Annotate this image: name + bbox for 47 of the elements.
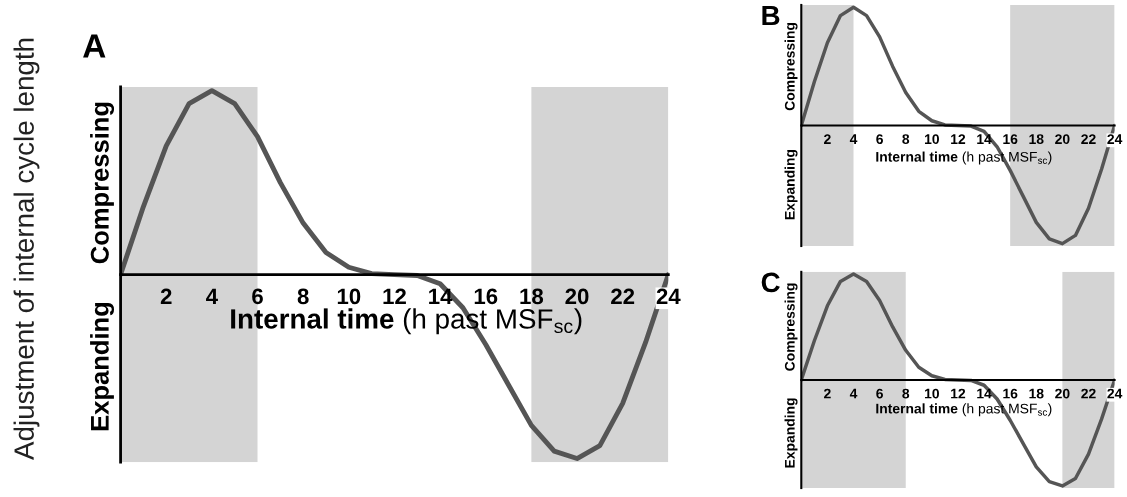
x-tick-label: 10 [924,134,939,145]
x-tick-label: 12 [383,288,406,305]
x-tick-label: 2 [824,388,831,399]
x-tick-label: 22 [611,288,635,305]
text: Expanding [784,150,798,220]
x-tick-label: 20 [1055,134,1070,145]
text: Expanding [90,302,115,431]
chart-title: B [762,5,780,26]
x-tick-label: 22 [1081,134,1096,144]
x-tick-label: 20 [1055,388,1070,399]
x-tick-label: 14 [429,288,453,305]
x-tick-label: 12 [951,388,966,399]
text: Compressing [784,283,798,371]
x-tick-label: 10 [337,288,361,305]
x-tick-label: 8 [902,388,910,399]
x-tick-label: 18 [1029,388,1044,399]
x-tick-label: 6 [876,134,883,145]
x-tick-label: 20 [565,288,589,305]
text: Expanding [784,398,798,468]
x-tick-label: 16 [1003,134,1018,145]
x-tick-label: 10 [924,388,939,399]
x-tick-label: 4 [206,288,218,305]
x-tick-label: 2 [824,134,831,144]
text: Compressing [90,102,115,264]
y-axis-title: Adjustment of internal cycle length [13,38,40,460]
x-tick-label: 8 [902,134,910,145]
x-tick-label: 2 [160,288,172,305]
x-tick-label: 6 [876,388,883,399]
x-tick-label: 24 [1107,134,1123,144]
x-tick-label: 16 [1003,388,1018,399]
x-tick-label: 16 [474,288,498,305]
x-tick-label: 18 [520,288,544,305]
x-tick-label: 4 [849,388,858,399]
x-tick-label: 24 [656,288,681,305]
x-tick-label: 24 [1107,388,1123,399]
x-axis-title: Internal time (h past MSF$_{sc}$) [876,151,1052,165]
x-tick-label: 14 [977,388,992,399]
chart-title: A [83,34,106,58]
text: Compressing [784,22,798,111]
chart-title: C [761,272,780,293]
x-tick-label: 4 [849,134,858,144]
x-tick-label: 12 [951,134,966,144]
x-tick-label: 6 [252,288,263,305]
x-tick-label: 18 [1029,134,1044,145]
x-axis-title: Internal time (h past MSF$_{sc}$) [876,403,1052,417]
x-tick-label: 22 [1081,388,1096,399]
x-tick-label: 8 [297,288,309,305]
